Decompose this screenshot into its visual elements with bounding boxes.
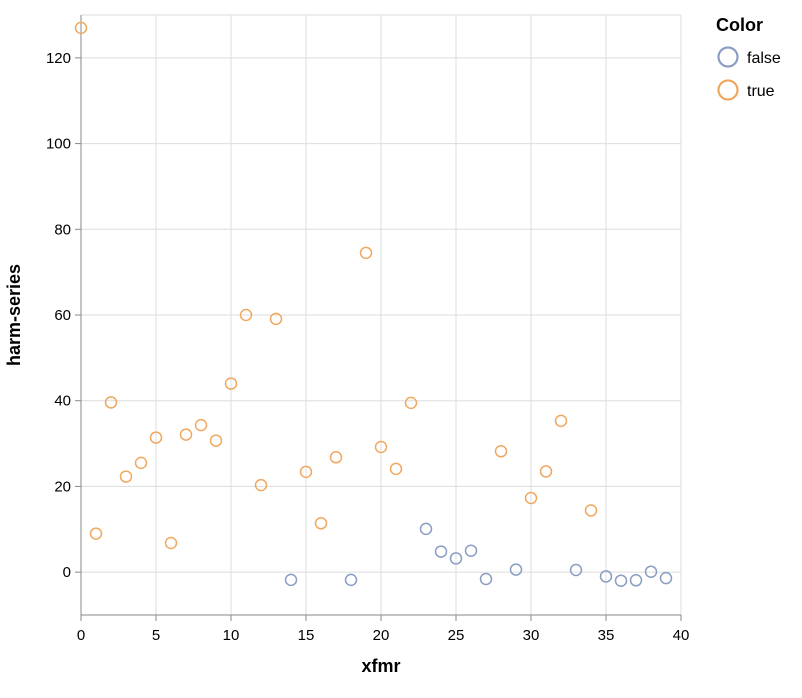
data-point-true (239, 308, 253, 322)
legend: Color false true (716, 15, 781, 101)
data-point-true (329, 451, 343, 464)
data-point-true (179, 428, 193, 441)
x-tick-label: 5 (152, 627, 160, 644)
x-axis-title: xfmr (361, 656, 400, 676)
legend-symbol-true (717, 79, 739, 101)
legend-label-true: true (747, 83, 775, 100)
data-point-true (209, 434, 223, 447)
x-tick-label: 40 (673, 627, 690, 644)
data-point-true (104, 396, 118, 409)
data-point-false (509, 563, 523, 576)
data-point-true (299, 465, 313, 479)
y-tick-label: 0 (63, 564, 71, 581)
y-tick-label: 80 (54, 221, 71, 238)
data-point-true (149, 431, 163, 444)
data-point-false (419, 522, 433, 536)
data-point-false (644, 565, 658, 578)
data-point-false (629, 574, 643, 587)
data-points (74, 21, 673, 587)
axes: 0 5 10 15 20 25 30 35 40 0 20 40 60 80 100 120 (46, 15, 689, 644)
data-point-false (344, 573, 358, 587)
data-point-true (374, 440, 388, 454)
data-point-true (494, 445, 508, 458)
data-point-true (584, 504, 598, 517)
x-tick-label: 25 (448, 627, 465, 644)
legend-title: Color (716, 15, 763, 35)
data-point-true (404, 396, 418, 410)
y-tick-label: 100 (46, 136, 71, 153)
x-tick-label: 10 (223, 627, 240, 644)
data-point-true (74, 21, 88, 35)
x-tick-label: 20 (373, 627, 390, 644)
data-point-false (569, 563, 583, 577)
data-point-true (119, 470, 133, 483)
grid (80, 14, 682, 615)
y-tick-label: 40 (54, 393, 71, 410)
y-tick-label: 60 (54, 307, 71, 324)
data-point-false (464, 544, 478, 557)
data-point-false (614, 574, 628, 587)
x-tick-label: 30 (523, 627, 540, 644)
data-point-true (224, 377, 238, 390)
data-point-true (359, 246, 373, 260)
x-tick-label: 35 (598, 627, 615, 644)
data-point-false (284, 573, 298, 587)
legend-label-false: false (747, 50, 781, 67)
data-point-false (659, 571, 673, 585)
data-point-true (554, 414, 568, 428)
y-tick-label: 20 (54, 478, 71, 495)
data-point-true (314, 517, 328, 530)
y-tick-label: 120 (46, 50, 71, 67)
data-point-true (164, 536, 178, 550)
data-point-true (269, 312, 283, 326)
data-point-true (539, 465, 553, 478)
data-point-true (389, 462, 403, 476)
data-point-false (599, 570, 613, 583)
data-point-false (434, 545, 448, 558)
data-point-false (449, 552, 463, 565)
data-point-true (194, 418, 208, 432)
data-point-true (254, 478, 268, 492)
legend-symbol-false (717, 46, 739, 68)
x-tick-label: 0 (77, 627, 85, 644)
y-axis-title: harm-series (4, 264, 24, 366)
data-point-true (134, 456, 148, 470)
data-point-true (89, 527, 103, 540)
data-point-true (524, 491, 538, 505)
x-tick-label: 15 (298, 627, 315, 644)
data-point-false (479, 572, 493, 586)
